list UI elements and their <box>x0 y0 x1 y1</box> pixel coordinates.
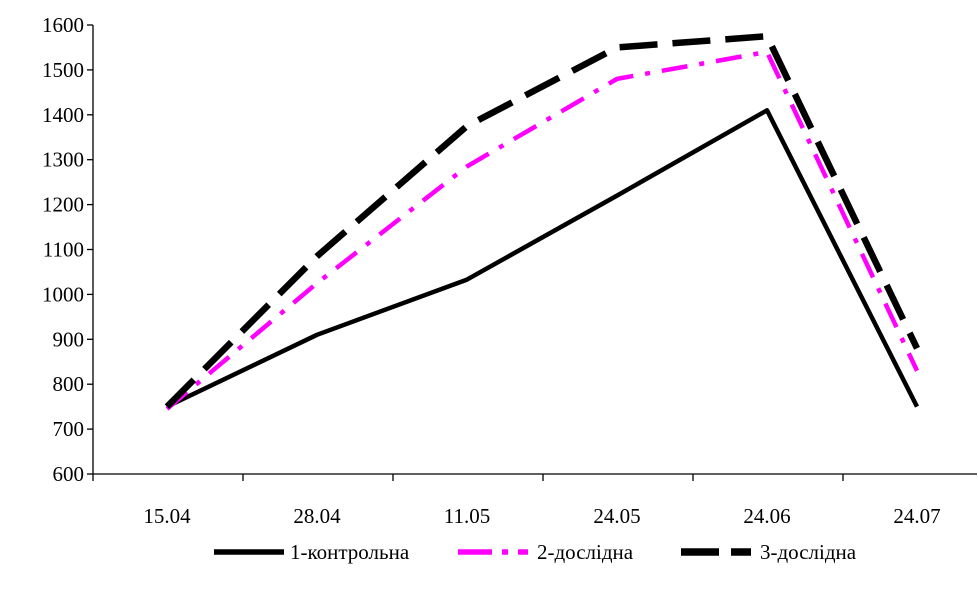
x-tick-label: 24.06 <box>743 504 790 528</box>
x-tick-label: 11.05 <box>444 504 490 528</box>
legend-label-2: 2-дослідна <box>537 540 634 564</box>
legend-label-3: 3-дослідна <box>760 540 857 564</box>
y-tick-label: 1200 <box>42 193 84 217</box>
legend: 1-контрольна 2-дослідна 3-дослідна <box>214 540 857 564</box>
y-tick-label: 1400 <box>42 103 84 127</box>
series-line-2 <box>167 52 917 409</box>
x-axis-ticks: 15.04 28.04 11.05 24.05 24.06 24.07 <box>93 474 941 528</box>
y-tick-label: 600 <box>53 462 85 486</box>
x-tick-label: 24.07 <box>893 504 940 528</box>
y-tick-label: 1300 <box>42 148 84 172</box>
series-lines <box>167 36 917 409</box>
legend-label-1: 1-контрольна <box>290 540 410 564</box>
x-tick-label: 24.05 <box>593 504 640 528</box>
y-tick-label: 1000 <box>42 282 84 306</box>
y-tick-label: 1100 <box>43 238 84 262</box>
y-tick-label: 700 <box>53 417 85 441</box>
series-line-1 <box>167 110 917 406</box>
y-tick-label: 1600 <box>42 13 84 37</box>
x-tick-label: 28.04 <box>293 504 341 528</box>
y-tick-label: 1500 <box>42 58 84 82</box>
y-tick-label: 800 <box>53 372 85 396</box>
y-axis-ticks: 600 700 800 900 1000 1100 1200 1300 1400 1500 1600 <box>42 13 93 486</box>
y-tick-label: 900 <box>53 327 85 351</box>
x-tick-label: 15.04 <box>143 504 191 528</box>
